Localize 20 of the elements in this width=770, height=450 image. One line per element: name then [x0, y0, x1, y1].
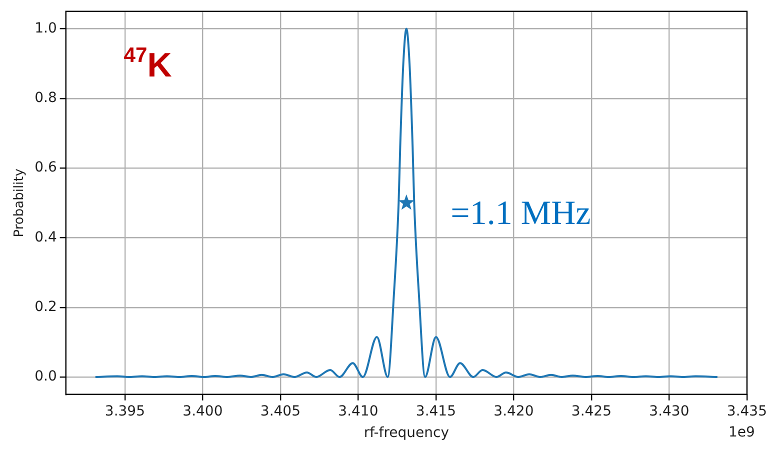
annotation: =1.1 MHz	[450, 194, 591, 232]
text: 1e9	[728, 424, 755, 440]
x-tick-label: 3.420	[494, 403, 534, 420]
x-tick-label: 3.395	[104, 403, 145, 420]
x-tick-label: 3.415	[416, 403, 456, 420]
x-tick-label: 3.400	[182, 403, 223, 420]
x-tick-label: 3.435	[726, 403, 768, 420]
x-tick-label: 3.405	[260, 403, 301, 420]
y-tick-label: 1.0	[34, 20, 57, 36]
x-tick-label: 3.425	[571, 403, 612, 420]
y-tick-label: 0.6	[34, 160, 57, 176]
y-tick-label: 0.2	[34, 298, 57, 315]
line-series	[94, 28, 718, 378]
x-axis-title: rf-frequency	[364, 425, 450, 442]
x-tick-label: 3.430	[649, 403, 690, 420]
y-tick-label: 0.0	[34, 368, 57, 385]
y-tick-label: 0.8	[34, 90, 57, 106]
y-tick-label: 0.4	[34, 229, 57, 246]
x-tick-label: 3.410	[338, 403, 378, 420]
y-axis-title: Probability	[12, 168, 28, 238]
